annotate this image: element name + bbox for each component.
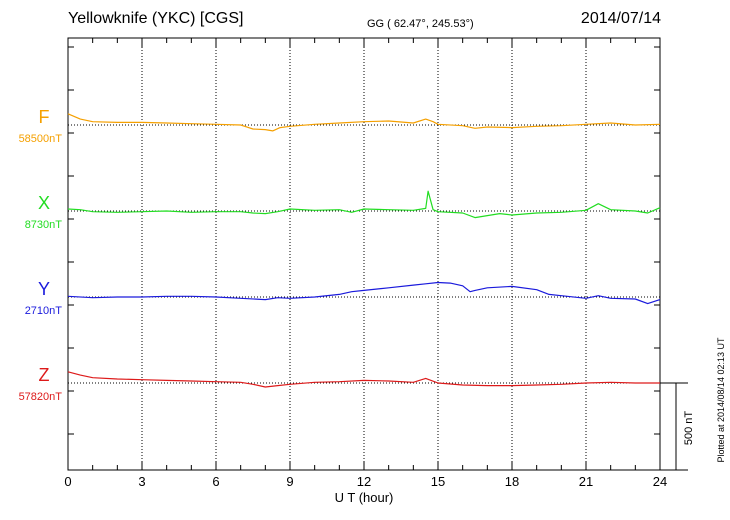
- series-line-z: [67, 371, 660, 388]
- series-label-y: Y: [38, 279, 50, 299]
- series-label-z: Z: [39, 365, 50, 385]
- baseline-value-y: 2710nT: [25, 305, 63, 317]
- series-line-y: [67, 281, 661, 305]
- x-tick-label: 9: [286, 474, 293, 489]
- chart-title: Yellowknife (YKC) [CGS]: [68, 10, 244, 27]
- baseline-value-f: 58500nT: [19, 133, 63, 145]
- series-line-f: [67, 113, 661, 132]
- series-line-x: [67, 190, 661, 219]
- x-tick-label: 21: [579, 474, 593, 489]
- baseline-value-x: 8730nT: [25, 219, 63, 231]
- series-label-f: F: [39, 107, 50, 127]
- plotted-timestamp: Plotted at 2014/08/14 02:13 UT: [716, 337, 726, 463]
- scale-bar-label: 500 nT: [683, 411, 695, 446]
- chart-date: 2014/07/14: [580, 10, 661, 27]
- baseline-value-z: 57820nT: [19, 391, 63, 403]
- x-tick-label: 12: [357, 474, 371, 489]
- x-tick-label: 15: [431, 474, 445, 489]
- x-tick-label: 0: [64, 474, 71, 489]
- x-axis-label: U T (hour): [335, 490, 394, 505]
- x-tick-label: 6: [212, 474, 219, 489]
- x-tick-label: 18: [505, 474, 519, 489]
- series-label-x: X: [38, 193, 50, 213]
- station-coordinates: GG ( 62.47°, 245.53°): [367, 18, 474, 30]
- x-tick-label: 24: [653, 474, 667, 489]
- x-tick-label: 3: [138, 474, 145, 489]
